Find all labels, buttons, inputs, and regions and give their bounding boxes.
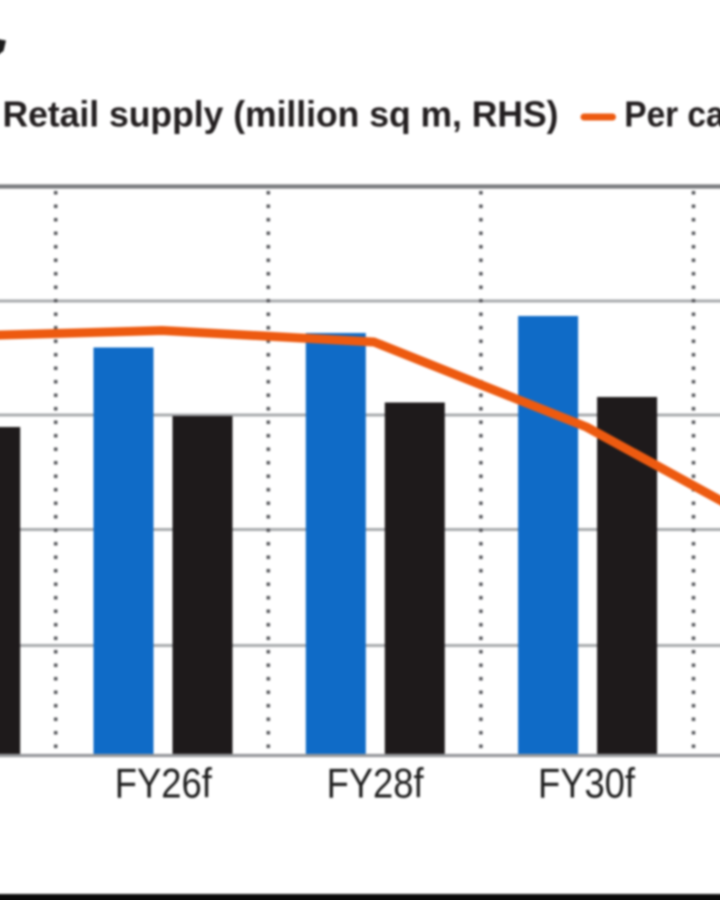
- svg-text:FY28f: FY28f: [327, 759, 424, 806]
- svg-text:Per capita (sq ft, LHS): Per capita (sq ft, LHS): [624, 94, 720, 135]
- svg-text:FY26f: FY26f: [115, 759, 212, 806]
- svg-text:FY30f: FY30f: [538, 759, 635, 806]
- svg-text:Retail supply (million sq m, R: Retail supply (million sq m, RHS): [3, 94, 559, 135]
